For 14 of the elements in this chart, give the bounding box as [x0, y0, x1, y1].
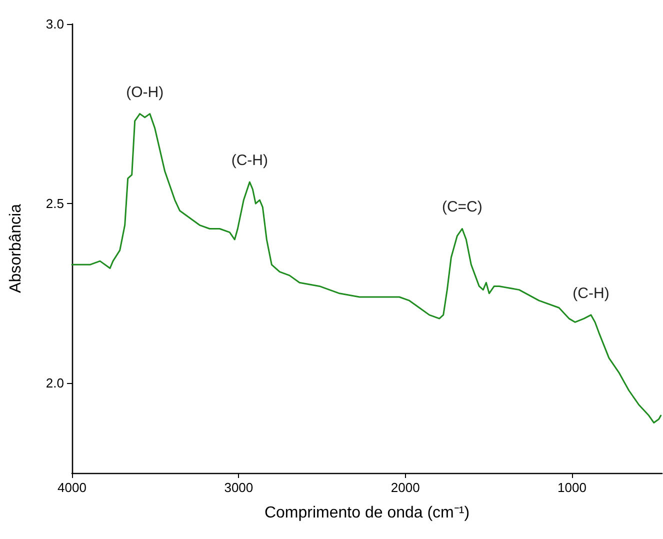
y-tick-label: 2.0 [46, 376, 64, 391]
x-axis-title: Comprimento de onda (cm⁻¹) [264, 504, 470, 522]
y-axis-title: Absorbância [8, 204, 24, 293]
y-tick-label: 3.0 [46, 16, 64, 32]
x-tick-label: 3000 [224, 480, 254, 495]
line-series [71, 113, 662, 424]
annotation: (O-H) [126, 84, 164, 101]
annotation: (C-H) [231, 152, 268, 170]
x-tick-label: 1000 [558, 480, 586, 495]
x-tick-label: 4000 [58, 480, 86, 495]
y-tick-label: 2.5 [46, 196, 64, 212]
x-tick-label: 2000 [390, 480, 420, 495]
annotation: (C=C) [442, 198, 482, 216]
annotation: (C-H) [572, 284, 610, 302]
